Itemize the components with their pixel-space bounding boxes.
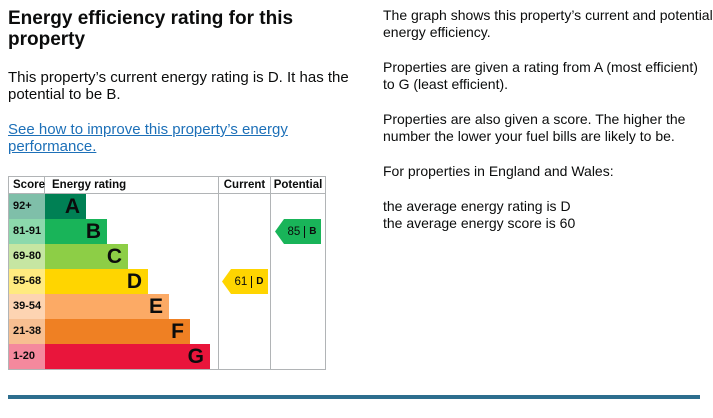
current-rating-column: Current 61 D xyxy=(218,177,270,369)
score-column-header: Score xyxy=(9,177,45,193)
potential-rating-column: Potential 85 B xyxy=(270,177,325,369)
band-bar: B xyxy=(45,219,107,244)
current-score: 61 xyxy=(234,275,248,288)
band-letter: E xyxy=(148,295,163,318)
potential-rating-marker: 85 B xyxy=(275,219,321,244)
epc-band-row-a: 92+ A xyxy=(9,194,218,219)
epc-band-row-f: 21-38 F xyxy=(9,319,218,344)
improve-property-link[interactable]: See how to improve this property’s energ… xyxy=(8,121,288,155)
epc-rating-chart: Score Energy rating 92+ A 81-91 B 69-80 … xyxy=(8,176,326,370)
band-bar: C xyxy=(45,244,128,269)
band-bar: A xyxy=(45,194,86,219)
epc-band-row-e: 39-54 E xyxy=(9,294,218,319)
epc-chart-header: Score Energy rating xyxy=(9,177,325,194)
band-bar: G xyxy=(45,344,210,369)
rating-scale-text: Properties are given a rating from A (mo… xyxy=(383,59,698,92)
region-intro-text: For properties in England and Wales: xyxy=(383,163,614,179)
band-letter: A xyxy=(64,195,80,218)
epc-band-row-b: 81-91 B xyxy=(9,219,218,244)
band-letter: B xyxy=(85,220,101,243)
band-bar: F xyxy=(45,319,190,344)
current-column-header: Current xyxy=(223,179,266,191)
separator-line xyxy=(251,275,253,288)
epc-band-row-d: 55-68 D xyxy=(9,269,218,294)
band-letter: C xyxy=(106,245,122,268)
potential-band-letter: B xyxy=(309,226,317,237)
page-title: Energy efficiency rating for this proper… xyxy=(8,8,294,50)
rating-summary-text: This property’s current energy rating is… xyxy=(8,69,349,103)
band-score-range: 92+ xyxy=(9,194,45,219)
epc-band-row-c: 69-80 C xyxy=(9,244,218,269)
left-column: Energy efficiency rating for this proper… xyxy=(8,8,360,156)
band-score-range: 21-38 xyxy=(9,319,45,344)
band-letter: D xyxy=(126,270,142,293)
band-letter: G xyxy=(187,345,204,368)
band-score-range: 69-80 xyxy=(9,244,45,269)
band-bar: D xyxy=(45,269,148,294)
average-score-text: the average energy score is 60 xyxy=(383,215,576,231)
average-rating-text: the average energy rating is D xyxy=(383,198,571,214)
score-explainer-text: Properties are also given a score. The h… xyxy=(383,111,686,144)
current-band-letter: D xyxy=(256,276,264,287)
band-letter: F xyxy=(171,320,184,343)
potential-score: 85 xyxy=(287,225,301,238)
band-score-range: 55-68 xyxy=(9,269,45,294)
potential-column-header: Potential xyxy=(273,179,323,191)
epc-band-rows: 92+ A 81-91 B 69-80 C 55-68 D 39-54 xyxy=(9,194,218,369)
current-rating-marker: 61 D xyxy=(222,269,268,294)
section-divider-bar xyxy=(8,395,700,399)
right-column: The graph shows this property’s current … xyxy=(383,7,713,232)
band-score-range: 39-54 xyxy=(9,294,45,319)
graph-explainer-text: The graph shows this property’s current … xyxy=(383,7,713,40)
band-score-range: 81-91 xyxy=(9,219,45,244)
separator-line xyxy=(304,225,306,238)
energy-rating-column-header: Energy rating xyxy=(52,179,127,191)
band-score-range: 1-20 xyxy=(9,344,45,369)
band-bar: E xyxy=(45,294,169,319)
epc-band-row-g: 1-20 G xyxy=(9,344,218,369)
